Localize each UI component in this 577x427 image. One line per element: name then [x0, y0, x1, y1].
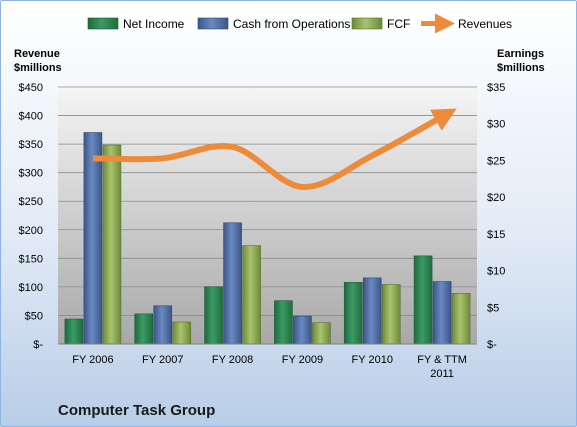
bar-net-income [64, 318, 84, 345]
left-tick-label: $400 [19, 111, 43, 123]
legend-label-cash-from-operations: Cash from Operations [233, 17, 350, 31]
right-tick-label: $15 [487, 229, 505, 241]
right-tick-label: $30 [487, 119, 505, 131]
bar-net-income [134, 313, 154, 345]
left-axis-title-line-1: Revenue [14, 48, 60, 60]
legend-item-revenues: Revenues [421, 13, 512, 34]
category-label: FY 2009 [282, 354, 323, 366]
legend: Net Income Cash from Operations FCF Reve… [87, 13, 512, 34]
category-label: FY 2010 [352, 354, 393, 366]
bar-cash-from-operations [223, 222, 242, 345]
left-tick-label: $100 [19, 282, 43, 294]
chart-title: Computer Task Group [58, 402, 215, 419]
legend-label-revenues: Revenues [458, 17, 512, 31]
left-axis-title-line-2: $millions [14, 62, 62, 74]
legend-item-cash-from-operations: Cash from Operations [197, 17, 350, 31]
left-tick-label: $300 [19, 168, 43, 180]
plot-area [58, 87, 477, 344]
bar-fcf [451, 293, 471, 345]
category-label: 2011 [430, 368, 454, 380]
right-axis-title-line-2: $millions [497, 62, 545, 74]
left-tick-label: $450 [19, 82, 43, 94]
bar-net-income [343, 282, 363, 345]
left-axis-ticks: $- $50 $100 $150 $200 $250 $300 $350 $400 $450 [19, 82, 44, 351]
right-tick-label: $- [487, 339, 497, 351]
revenue-line [92, 108, 457, 190]
category-label: FY 2006 [72, 354, 113, 366]
bar-fcf [172, 321, 192, 345]
bar-cash-from-operations [153, 305, 173, 345]
category-label: FY 2008 [212, 354, 253, 366]
legend-item-fcf: FCF [351, 17, 410, 31]
legend-swatch-fcf [351, 17, 383, 30]
right-tick-label: $5 [487, 302, 499, 314]
bar-net-income [274, 300, 293, 345]
bar-net-income [204, 286, 223, 345]
left-tick-label: $- [33, 339, 43, 351]
left-tick-label: $50 [25, 310, 43, 322]
bar-fcf [312, 322, 331, 345]
revenue-line-group [92, 108, 457, 190]
left-tick-label: $250 [19, 196, 43, 208]
bar-net-income [413, 255, 433, 345]
bar-fcf [102, 144, 122, 345]
bar-fcf [242, 245, 261, 345]
legend-swatch-net-income [87, 17, 119, 30]
category-label: FY 2007 [142, 354, 183, 366]
right-tick-label: $25 [487, 155, 505, 167]
right-tick-label: $10 [487, 266, 505, 278]
bars [64, 132, 471, 345]
left-tick-label: $200 [19, 225, 43, 237]
legend-swatch-cash-from-operations [197, 17, 229, 30]
left-tick-label: $150 [19, 253, 43, 265]
right-axis-ticks: $- $5 $10 $15 $20 $25 $30 $35 [487, 82, 505, 351]
right-tick-label: $35 [487, 82, 505, 94]
gridlines [58, 86, 477, 316]
category-label: FY & TTM [417, 354, 467, 366]
bar-cash-from-operations [362, 277, 382, 345]
bar-cash-from-operations [293, 315, 312, 345]
legend-item-net-income: Net Income [87, 17, 185, 31]
legend-label-fcf: FCF [387, 17, 410, 31]
left-tick-label: $350 [19, 139, 43, 151]
right-tick-label: $20 [487, 192, 505, 204]
bar-fcf [381, 284, 401, 345]
legend-label-net-income: Net Income [123, 17, 185, 31]
category-labels: FY 2006 FY 2007 FY 2008 FY 2009 FY 2010 FY & … [72, 354, 467, 380]
bar-cash-from-operations [432, 281, 452, 345]
bar-cash-from-operations [83, 132, 103, 345]
right-axis-title-line-1: Earnings [497, 48, 544, 60]
